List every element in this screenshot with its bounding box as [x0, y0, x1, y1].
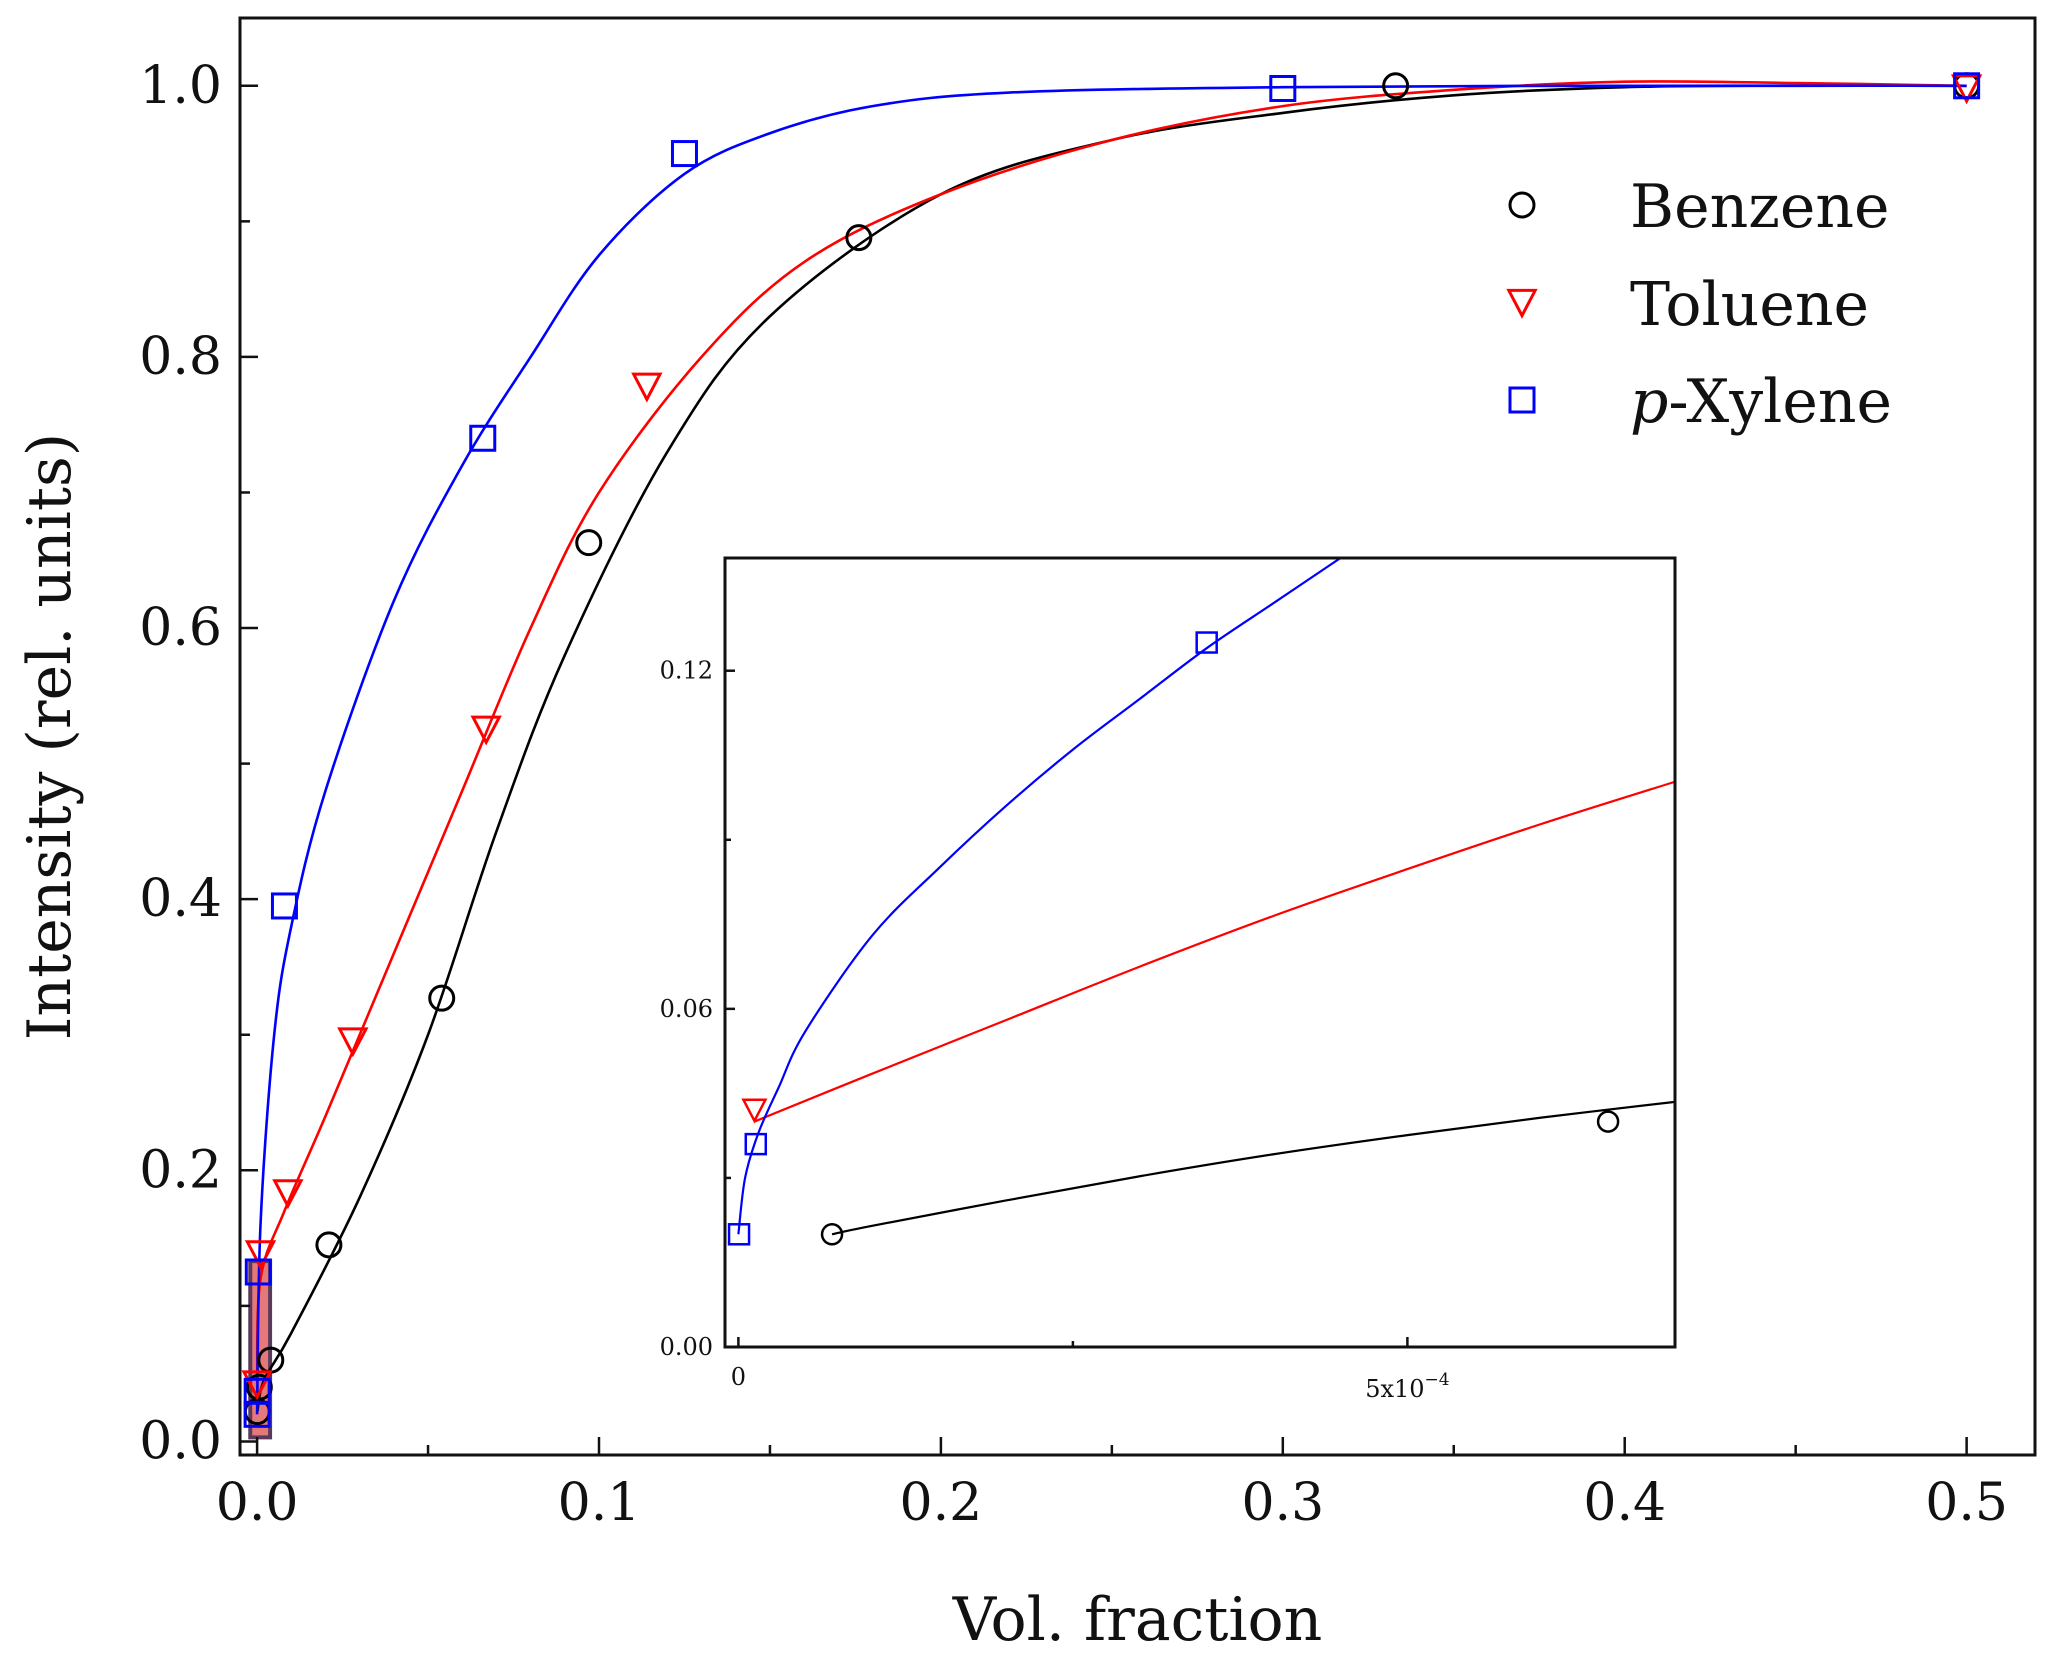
data-point-benzene — [428, 984, 456, 1012]
data-point-xylene — [270, 892, 298, 920]
data-point-xylene — [244, 1258, 272, 1286]
y-tick-label: 0.0 — [139, 1411, 222, 1471]
inset-background — [725, 558, 1675, 1347]
x-tick-label: 0.1 — [558, 1473, 641, 1533]
legend-marker-xylene — [1508, 386, 1536, 414]
inset-data-point-xylene — [744, 1132, 768, 1156]
legend-label: p-Xylene — [1630, 367, 1892, 437]
data-point-toluene — [241, 1370, 273, 1401]
data-point-toluene — [337, 1027, 369, 1058]
inset-frame — [723, 556, 1677, 1349]
x-tick-label: 0.0 — [216, 1473, 299, 1533]
inset-data-point-benzene — [820, 1223, 844, 1246]
inset-content — [737, 558, 1675, 1236]
data-point-toluene — [631, 372, 663, 403]
inset-data-point-benzene — [1596, 1110, 1620, 1133]
data-point-xylene — [243, 1377, 271, 1405]
data-point-toluene — [272, 1179, 304, 1210]
data-point-benzene — [575, 529, 603, 557]
data-point-toluene — [1950, 74, 1983, 105]
inset-y-tick-label: 0.06 — [660, 995, 713, 1023]
data-point-xylene — [1269, 74, 1297, 102]
data-point-toluene — [470, 715, 502, 746]
main-plot-frame — [238, 16, 2037, 1457]
legend-marker-benzene — [1508, 191, 1536, 219]
legend-label: Benzene — [1630, 172, 1890, 242]
inset-fit-curve-benzene — [831, 1100, 1675, 1236]
data-point-xylene — [670, 140, 698, 168]
legend-item-p-xylene: p-Xylene — [1508, 367, 1892, 437]
y-tick-label: 0.8 — [139, 327, 222, 387]
legend-item-benzene: Benzene — [1508, 172, 1890, 242]
x-tick-label: 0.4 — [1583, 1473, 1666, 1533]
fit-curve-benzene — [256, 84, 1967, 1412]
y-tick-label: 0.6 — [139, 598, 222, 658]
y-tick-label: 0.4 — [139, 869, 222, 929]
fit-curve-xylene — [255, 84, 1967, 1415]
legend-marker-toluene — [1506, 288, 1538, 319]
data-point-benzene — [845, 224, 873, 252]
inset-data-point-toluene — [741, 1098, 768, 1124]
main-plot: 0.0 0.1 0.2 0.3 0.4 0.5 0.0 0.2 0.4 0.6 0.8 1.0 Vol.… — [15, 16, 2037, 1655]
x-tick-label: 0.5 — [1925, 1473, 2008, 1533]
inset-y-tick-label: 0.12 — [660, 657, 713, 685]
inset-x-tick-label: 0 — [731, 1363, 746, 1391]
legend-item-toluene: Toluene — [1506, 270, 1869, 340]
x-tick-label: 0.3 — [1241, 1473, 1324, 1533]
inset-y-tick-label: 0.00 — [660, 1333, 713, 1361]
y-axis-title: Intensity (rel. units) — [15, 433, 85, 1040]
inset-data-point-xylene — [727, 1223, 751, 1246]
data-point-benzene — [315, 1231, 343, 1259]
data-point-xylene — [1953, 72, 1981, 100]
inset-data-point-xylene — [1195, 631, 1218, 654]
inset-x-tick-label: 5x10−4 — [1365, 1370, 1449, 1403]
y-tick-label: 1.0 — [139, 56, 222, 116]
data-point-benzene — [245, 1373, 273, 1401]
x-tick-label: 0.2 — [900, 1473, 983, 1533]
legend-label: Toluene — [1630, 270, 1869, 340]
inset-plot: 0.00 0.06 0.12 0 5x10−4 — [660, 556, 1677, 1403]
inset-fit-curve-xylene — [737, 558, 1342, 1235]
data-point-benzene — [1382, 72, 1410, 100]
x-axis-title: Vol. fraction — [952, 1585, 1323, 1655]
inset-fit-curve-toluene — [754, 780, 1675, 1123]
data-point-toluene — [244, 1240, 277, 1271]
data-point-xylene — [469, 424, 497, 452]
y-tick-label: 0.2 — [139, 1140, 222, 1200]
